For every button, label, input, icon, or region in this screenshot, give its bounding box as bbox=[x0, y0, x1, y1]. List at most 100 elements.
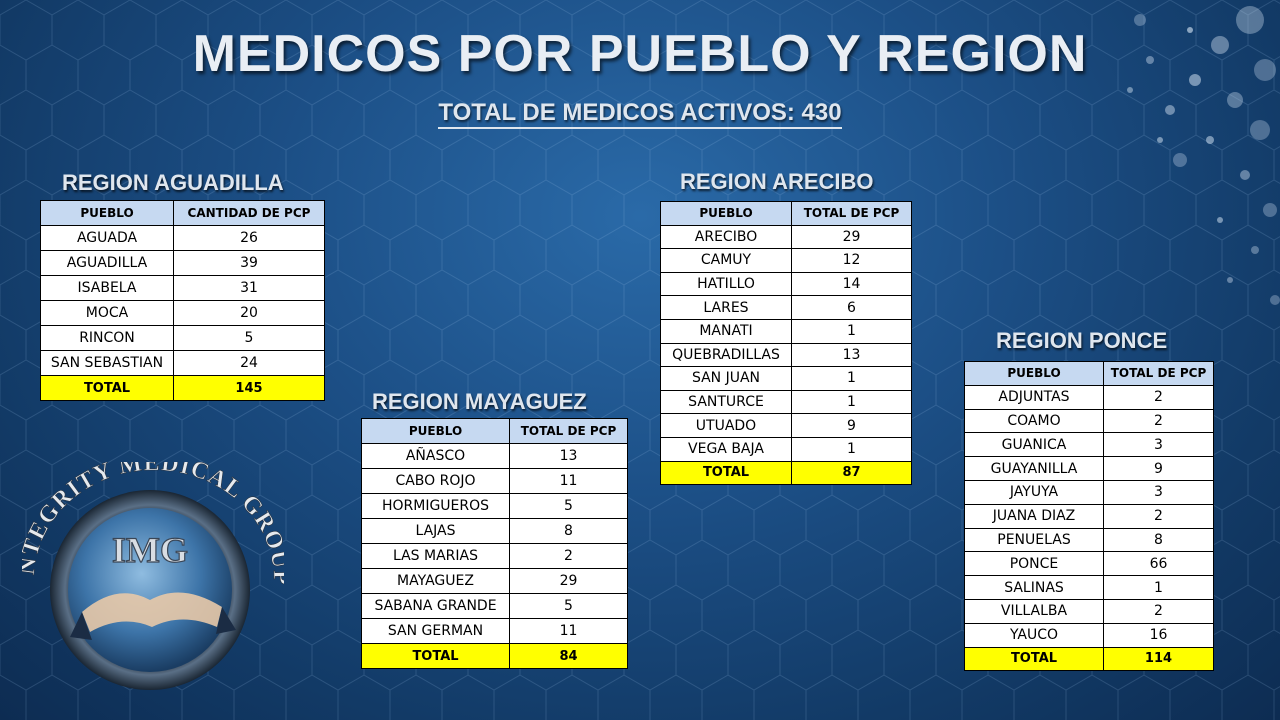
pcp-count-cell: 9 bbox=[1103, 456, 1214, 481]
pcp-count-cell: 16 bbox=[1103, 622, 1214, 648]
pueblo-cell: QUEBRADILLAS bbox=[660, 342, 792, 368]
pueblo-cell: ARECIBO bbox=[660, 224, 792, 250]
pueblo-cell: SAN SEBASTIAN bbox=[40, 350, 174, 376]
header-pcp: TOTAL DE PCP bbox=[791, 201, 912, 226]
pcp-count-cell: 2 bbox=[1103, 598, 1214, 624]
table-header-row: PUEBLO TOTAL DE PCP bbox=[361, 418, 628, 444]
pueblo-cell: COAMO bbox=[964, 408, 1104, 434]
pcp-count-cell: 2 bbox=[509, 543, 628, 569]
header-pueblo: PUEBLO bbox=[40, 200, 174, 226]
pueblo-cell: RINCON bbox=[40, 325, 174, 351]
pueblo-cell: ISABELA bbox=[40, 275, 174, 301]
pcp-count-cell: 8 bbox=[509, 518, 628, 544]
table-row: ISABELA 31 bbox=[40, 275, 325, 301]
header-pueblo: PUEBLO bbox=[964, 361, 1104, 386]
table-row: COAMO 2 bbox=[964, 408, 1214, 434]
pcp-count-cell: 1 bbox=[791, 318, 912, 344]
table-row: PONCE 66 bbox=[964, 551, 1214, 577]
region-aguadilla-table: PUEBLO CANTIDAD DE PCP AGUADA 26 AGUADILLA 39… bbox=[40, 200, 325, 401]
table-row: MOCA 20 bbox=[40, 300, 325, 326]
table-row: HATILLO 14 bbox=[660, 271, 912, 297]
table-row: JAYUYA 3 bbox=[964, 479, 1214, 505]
pueblo-cell: GUAYANILLA bbox=[964, 456, 1104, 481]
region-arecibo-table: PUEBLO TOTAL DE PCP ARECIBO 29 CAMUY 12 HATILL… bbox=[660, 201, 912, 486]
region-ponce-title: REGION PONCE bbox=[996, 328, 1168, 353]
table-row: LARES 6 bbox=[660, 295, 912, 320]
table-row: GUAYANILLA 9 bbox=[964, 456, 1214, 481]
total-row: TOTAL 87 bbox=[660, 460, 912, 486]
region-mayaguez-title: REGION MAYAGUEZ bbox=[372, 389, 587, 414]
pcp-count-cell: 39 bbox=[173, 250, 325, 276]
pueblo-cell: YAUCO bbox=[964, 622, 1104, 648]
pcp-count-cell: 5 bbox=[173, 325, 325, 351]
pueblo-cell: SANTURCE bbox=[660, 389, 792, 415]
pueblo-cell: JUANA DIAZ bbox=[964, 503, 1104, 529]
pueblo-cell: PONCE bbox=[964, 551, 1104, 577]
pueblo-cell: CAMUY bbox=[660, 248, 792, 273]
pueblo-cell: GUANICA bbox=[964, 432, 1104, 458]
integrity-medical-group-logo: IMG INTEGRITY MEDICAL GROUP bbox=[22, 462, 284, 690]
pcp-count-cell: 6 bbox=[791, 295, 912, 320]
pcp-count-cell: 20 bbox=[173, 300, 325, 326]
table-row: ARECIBO 29 bbox=[660, 224, 912, 250]
table-header-row: PUEBLO TOTAL DE PCP bbox=[964, 361, 1214, 386]
pueblo-cell: MANATI bbox=[660, 318, 792, 344]
table-row: ADJUNTAS 2 bbox=[964, 384, 1214, 410]
table-row: GUANICA 3 bbox=[964, 432, 1214, 458]
header-pcp: CANTIDAD DE PCP bbox=[173, 200, 325, 226]
pueblo-cell: SAN GERMAN bbox=[361, 618, 510, 644]
total-row: TOTAL 84 bbox=[361, 643, 628, 669]
table-row: MAYAGUEZ 29 bbox=[361, 568, 628, 594]
total-value: 87 bbox=[791, 460, 912, 486]
region-arecibo-title: REGION ARECIBO bbox=[680, 169, 874, 194]
region-mayaguez-table: PUEBLO TOTAL DE PCP AÑASCO 13 CABO ROJO 11 HOR… bbox=[361, 418, 628, 669]
pcp-count-cell: 24 bbox=[173, 350, 325, 376]
table-row: SALINAS 1 bbox=[964, 575, 1214, 600]
table-row: LAJAS 8 bbox=[361, 518, 628, 544]
total-label: TOTAL bbox=[40, 375, 174, 401]
table-row: CAMUY 12 bbox=[660, 248, 912, 273]
pueblo-cell: SALINAS bbox=[964, 575, 1104, 600]
pcp-count-cell: 9 bbox=[791, 413, 912, 438]
table-row: SAN SEBASTIAN 24 bbox=[40, 350, 325, 376]
pcp-count-cell: 5 bbox=[509, 493, 628, 519]
table-row: YAUCO 16 bbox=[964, 622, 1214, 648]
pueblo-cell: ADJUNTAS bbox=[964, 384, 1104, 410]
table-row: PENUELAS 8 bbox=[964, 527, 1214, 553]
total-label: TOTAL bbox=[660, 460, 792, 486]
region-ponce-table: PUEBLO TOTAL DE PCP ADJUNTAS 2 COAMO 2 GUANICA… bbox=[964, 361, 1214, 672]
pcp-count-cell: 1 bbox=[791, 436, 912, 462]
total-value: 114 bbox=[1103, 646, 1214, 672]
total-value: 84 bbox=[509, 643, 628, 669]
table-header-row: PUEBLO TOTAL DE PCP bbox=[660, 201, 912, 226]
pcp-count-cell: 11 bbox=[509, 618, 628, 644]
pueblo-cell: MOCA bbox=[40, 300, 174, 326]
pueblo-cell: JAYUYA bbox=[964, 479, 1104, 505]
pueblo-cell: AGUADA bbox=[40, 225, 174, 251]
pueblo-cell: AGUADILLA bbox=[40, 250, 174, 276]
page-title: MEDICOS POR PUEBLO Y REGION bbox=[192, 25, 1088, 83]
pueblo-cell: HORMIGUEROS bbox=[361, 493, 510, 519]
header-pueblo: PUEBLO bbox=[361, 418, 510, 444]
header-pueblo: PUEBLO bbox=[660, 201, 792, 226]
pcp-count-cell: 12 bbox=[791, 248, 912, 273]
table-row: HORMIGUEROS 5 bbox=[361, 493, 628, 519]
logo-initials: IMG bbox=[112, 530, 188, 570]
pcp-count-cell: 3 bbox=[1103, 432, 1214, 458]
table-row: VILLALBA 2 bbox=[964, 598, 1214, 624]
pcp-count-cell: 14 bbox=[791, 271, 912, 297]
pueblo-cell: UTUADO bbox=[660, 413, 792, 438]
pueblo-cell: MAYAGUEZ bbox=[361, 568, 510, 594]
pueblo-cell: CABO ROJO bbox=[361, 468, 510, 494]
pueblo-cell: LAS MARIAS bbox=[361, 543, 510, 569]
pcp-count-cell: 5 bbox=[509, 593, 628, 619]
pueblo-cell: SAN JUAN bbox=[660, 366, 792, 391]
region-aguadilla-title: REGION AGUADILLA bbox=[62, 170, 284, 195]
pcp-count-cell: 66 bbox=[1103, 551, 1214, 577]
table-header-row: PUEBLO CANTIDAD DE PCP bbox=[40, 200, 325, 226]
pueblo-cell: PENUELAS bbox=[964, 527, 1104, 553]
pueblo-cell: SABANA GRANDE bbox=[361, 593, 510, 619]
pcp-count-cell: 2 bbox=[1103, 408, 1214, 434]
table-row: AGUADILLA 39 bbox=[40, 250, 325, 276]
pcp-count-cell: 26 bbox=[173, 225, 325, 251]
